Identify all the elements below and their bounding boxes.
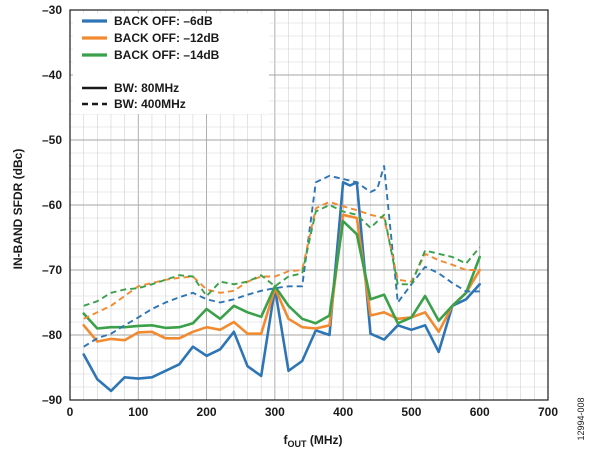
y-tick-label: –90 [42, 393, 62, 407]
x-tick-label: 600 [470, 405, 490, 419]
legend-label-series-2: BACK OFF: –14dB [114, 48, 220, 62]
y-tick-label: –70 [42, 263, 62, 277]
x-axis-title-unit: (MHz) [307, 433, 343, 447]
series-line-0 [82, 181, 482, 393]
legend: BACK OFF: –6dB BACK OFF: –12dB BACK OFF:… [73, 13, 269, 114]
series-line-4 [83, 200, 480, 320]
series-line-2 [82, 219, 482, 330]
legend-label-series-1: BACK OFF: –12dB [114, 31, 220, 45]
x-tick-label: 300 [265, 405, 285, 419]
y-tick-label: –50 [42, 133, 62, 147]
y-axis-title: IN-BAND SFDR (dBc) [11, 149, 25, 270]
plot-frame [69, 9, 549, 401]
figure-id: 12994-008 [576, 397, 586, 440]
x-axis-title-sub: OUT [288, 439, 308, 449]
x-axis-title-main: f [284, 433, 289, 447]
series-line-1 [82, 213, 482, 343]
series-lines [82, 165, 482, 393]
y-tick-label: –80 [42, 328, 62, 342]
legend-label-series-0: BACK OFF: –6dB [114, 14, 213, 28]
x-tick-label: 100 [128, 405, 148, 419]
series-line-3 [83, 165, 480, 348]
series-line-5 [83, 204, 481, 307]
tick-labels: 0 100 200 300 400 500 600 700 –30 –40 –50 –60 –70 –80… [42, 3, 558, 419]
legend-box [73, 13, 269, 114]
x-tick-label: 500 [401, 405, 421, 419]
y-tick-label: –40 [42, 68, 62, 82]
x-tick-label: 0 [67, 405, 74, 419]
x-tick-label: 700 [538, 405, 558, 419]
legend-label-bw-400: BW: 400MHz [114, 97, 186, 111]
y-tick-label: –60 [42, 198, 62, 212]
x-axis-title: fOUT (MHz) [284, 433, 343, 449]
y-tick-label: –30 [42, 3, 62, 17]
x-tick-label: 400 [333, 405, 353, 419]
legend-label-bw-80: BW: 80MHz [114, 81, 179, 95]
x-tick-label: 200 [197, 405, 217, 419]
